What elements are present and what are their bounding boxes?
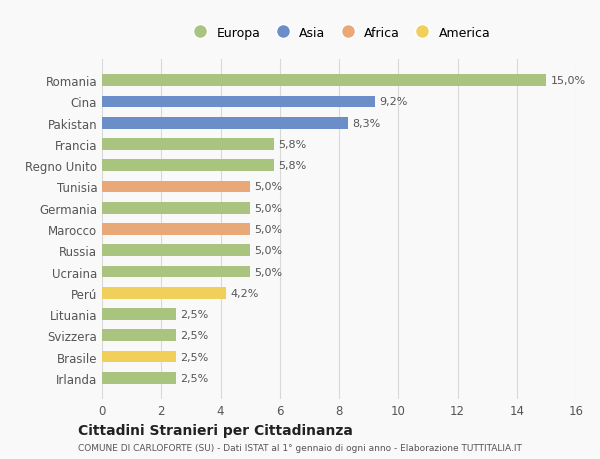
- Text: 15,0%: 15,0%: [551, 76, 586, 86]
- Bar: [102, 160, 274, 172]
- Text: 5,0%: 5,0%: [254, 203, 283, 213]
- Text: 5,8%: 5,8%: [278, 161, 307, 171]
- Text: 9,2%: 9,2%: [379, 97, 407, 107]
- Bar: [102, 224, 250, 235]
- Text: 5,0%: 5,0%: [254, 224, 283, 235]
- Legend: Europa, Asia, Africa, America: Europa, Asia, Africa, America: [182, 22, 496, 45]
- Text: 5,8%: 5,8%: [278, 140, 307, 150]
- Text: 5,0%: 5,0%: [254, 182, 283, 192]
- Bar: [102, 202, 250, 214]
- Bar: [102, 330, 176, 341]
- Text: 5,0%: 5,0%: [254, 246, 283, 256]
- Bar: [102, 351, 176, 363]
- Bar: [102, 266, 250, 278]
- Text: Cittadini Stranieri per Cittadinanza: Cittadini Stranieri per Cittadinanza: [78, 423, 353, 437]
- Bar: [102, 118, 348, 129]
- Bar: [102, 287, 226, 299]
- Text: 2,5%: 2,5%: [181, 373, 209, 383]
- Bar: [102, 245, 250, 257]
- Text: 2,5%: 2,5%: [181, 330, 209, 341]
- Text: 2,5%: 2,5%: [181, 352, 209, 362]
- Bar: [102, 96, 374, 108]
- Bar: [102, 372, 176, 384]
- Text: 5,0%: 5,0%: [254, 267, 283, 277]
- Text: 8,3%: 8,3%: [352, 118, 380, 129]
- Bar: [102, 181, 250, 193]
- Bar: [102, 75, 547, 87]
- Bar: [102, 308, 176, 320]
- Text: 4,2%: 4,2%: [231, 288, 259, 298]
- Text: 2,5%: 2,5%: [181, 309, 209, 319]
- Bar: [102, 139, 274, 151]
- Text: COMUNE DI CARLOFORTE (SU) - Dati ISTAT al 1° gennaio di ogni anno - Elaborazione: COMUNE DI CARLOFORTE (SU) - Dati ISTAT a…: [78, 443, 522, 452]
